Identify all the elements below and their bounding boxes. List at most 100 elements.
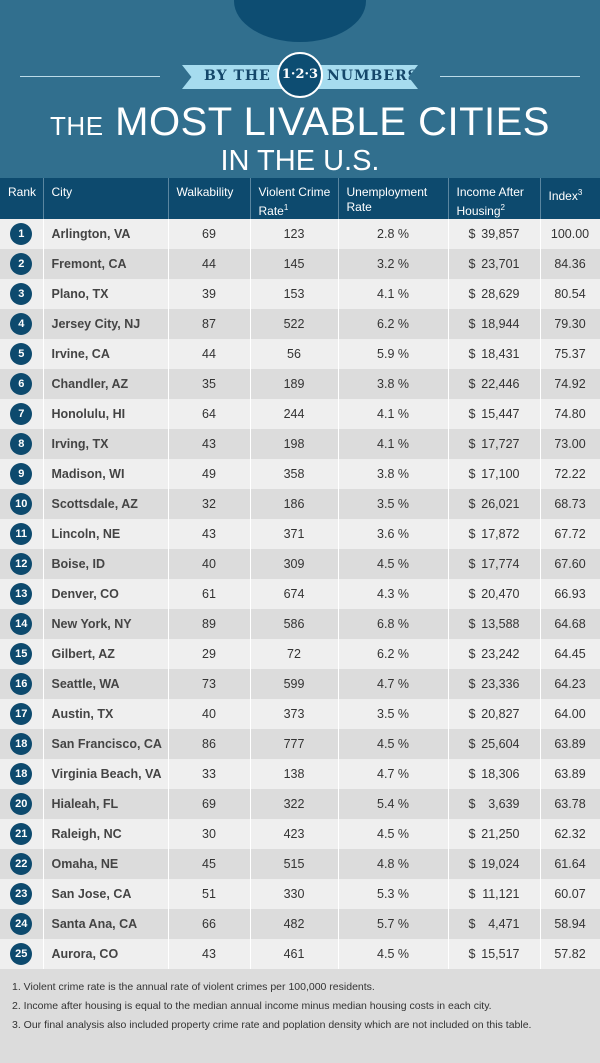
footnote-mark: 1 [283, 203, 289, 212]
rank-badge: 1 [10, 223, 33, 245]
table-row: 17 Austin, TX 40 373 3.5 % $20,827 64.00 [0, 699, 600, 729]
walkability-cell: 73 [168, 669, 251, 699]
city-cell: Hialeah, FL [43, 789, 169, 819]
numbers-badge: 1·2·3 [277, 52, 323, 98]
index-cell: 62.32 [540, 819, 600, 849]
rank-badge: 22 [10, 853, 33, 875]
table-row: 20 Hialeah, FL 69 322 5.4 % $3,639 63.78 [0, 789, 600, 819]
income-value: 23,242 [481, 647, 520, 661]
city-cell: San Jose, CA [43, 879, 169, 909]
city-cell: Virginia Beach, VA [43, 759, 169, 789]
crime-cell: 330 [250, 879, 339, 909]
unemployment-cell: 6.2 % [338, 309, 449, 339]
rank-badge: 17 [10, 703, 33, 725]
rank-badge: 24 [10, 913, 33, 935]
rank-badge: 6 [10, 373, 33, 395]
unemployment-cell: 3.6 % [338, 519, 449, 549]
crime-cell: 72 [250, 639, 339, 669]
currency-symbol: $ [468, 467, 476, 481]
city-cell: Honolulu, HI [43, 399, 169, 429]
income-cell: $23,701 [448, 249, 541, 279]
walkability-cell: 44 [168, 249, 251, 279]
crime-cell: 482 [250, 909, 339, 939]
rank-cell: 17 [0, 699, 44, 729]
crime-cell: 244 [250, 399, 339, 429]
unemployment-cell: 4.7 % [338, 759, 449, 789]
table-row: 3 Plano, TX 39 153 4.1 % $28,629 80.54 [0, 279, 600, 309]
income-cell: $4,471 [448, 909, 541, 939]
rank-cell: 4 [0, 309, 44, 339]
index-cell: 58.94 [540, 909, 600, 939]
rank-badge: 2 [10, 253, 33, 275]
income-cell: $23,242 [448, 639, 541, 669]
table-row: 16 Seattle, WA 73 599 4.7 % $23,336 64.2… [0, 669, 600, 699]
city-cell: Boise, ID [43, 549, 169, 579]
walkability-cell: 66 [168, 909, 251, 939]
rank-cell: 21 [0, 819, 44, 849]
index-cell: 64.45 [540, 639, 600, 669]
rank-cell: 9 [0, 459, 44, 489]
currency-symbol: $ [468, 377, 476, 391]
index-cell: 74.80 [540, 399, 600, 429]
index-cell: 100.00 [540, 219, 600, 249]
crime-cell: 186 [250, 489, 339, 519]
currency-symbol: $ [468, 767, 476, 781]
unemployment-cell: 3.5 % [338, 489, 449, 519]
income-value: 3,639 [488, 797, 520, 811]
currency-symbol: $ [468, 227, 476, 241]
col-unemployment: Unemployment Rate [338, 178, 449, 219]
income-cell: $17,872 [448, 519, 541, 549]
walkability-cell: 33 [168, 759, 251, 789]
table-row: 14 New York, NY 89 586 6.8 % $13,588 64.… [0, 609, 600, 639]
index-cell: 79.30 [540, 309, 600, 339]
table-row: 22 Omaha, NE 45 515 4.8 % $19,024 61.64 [0, 849, 600, 879]
city-cell: Scottsdale, AZ [43, 489, 169, 519]
banner-left-text: BY THE [204, 68, 271, 84]
rank-badge: 20 [10, 793, 33, 815]
rank-badge: 13 [10, 583, 33, 605]
unemployment-cell: 5.9 % [338, 339, 449, 369]
title-line1: MOST LIVABLE CITIES [115, 100, 550, 144]
income-cell: $20,470 [448, 579, 541, 609]
rank-badge: 25 [10, 943, 33, 965]
rank-cell: 16 [0, 669, 44, 699]
index-cell: 64.23 [540, 669, 600, 699]
income-cell: $11,121 [448, 879, 541, 909]
income-cell: $21,250 [448, 819, 541, 849]
currency-symbol: $ [468, 527, 476, 541]
crime-cell: 461 [250, 939, 339, 969]
income-value: 25,604 [481, 737, 520, 751]
table-row: 24 Santa Ana, CA 66 482 5.7 % $4,471 58.… [0, 909, 600, 939]
rank-badge: 4 [10, 313, 33, 335]
income-cell: $17,100 [448, 459, 541, 489]
walkability-cell: 29 [168, 639, 251, 669]
col-index-label: Index [548, 189, 578, 203]
city-cell: New York, NY [43, 609, 169, 639]
unemployment-cell: 6.2 % [338, 639, 449, 669]
table-row: 13 Denver, CO 61 674 4.3 % $20,470 66.93 [0, 579, 600, 609]
rank-cell: 24 [0, 909, 44, 939]
income-cell: $22,446 [448, 369, 541, 399]
rank-badge: 14 [10, 613, 33, 635]
currency-symbol: $ [468, 587, 476, 601]
crime-cell: 189 [250, 369, 339, 399]
divider-left [20, 76, 160, 77]
rank-badge: 7 [10, 403, 33, 425]
city-cell: Fremont, CA [43, 249, 169, 279]
table-header: Rank City Walkability Violent Crime Rate… [0, 178, 600, 219]
city-cell: Austin, TX [43, 699, 169, 729]
currency-symbol: $ [468, 827, 476, 841]
col-violent-crime: Violent Crime Rate1 [250, 178, 339, 219]
crime-cell: 423 [250, 819, 339, 849]
table-row: 25 Aurora, CO 43 461 4.5 % $15,517 57.82 [0, 939, 600, 969]
income-value: 18,944 [481, 317, 520, 331]
currency-symbol: $ [468, 437, 476, 451]
table-row: 15 Gilbert, AZ 29 72 6.2 % $23,242 64.45 [0, 639, 600, 669]
city-cell: Lincoln, NE [43, 519, 169, 549]
walkability-cell: 86 [168, 729, 251, 759]
divider-right [440, 76, 580, 77]
index-cell: 80.54 [540, 279, 600, 309]
city-cell: San Francisco, CA [43, 729, 169, 759]
walkability-cell: 89 [168, 609, 251, 639]
income-cell: $26,021 [448, 489, 541, 519]
